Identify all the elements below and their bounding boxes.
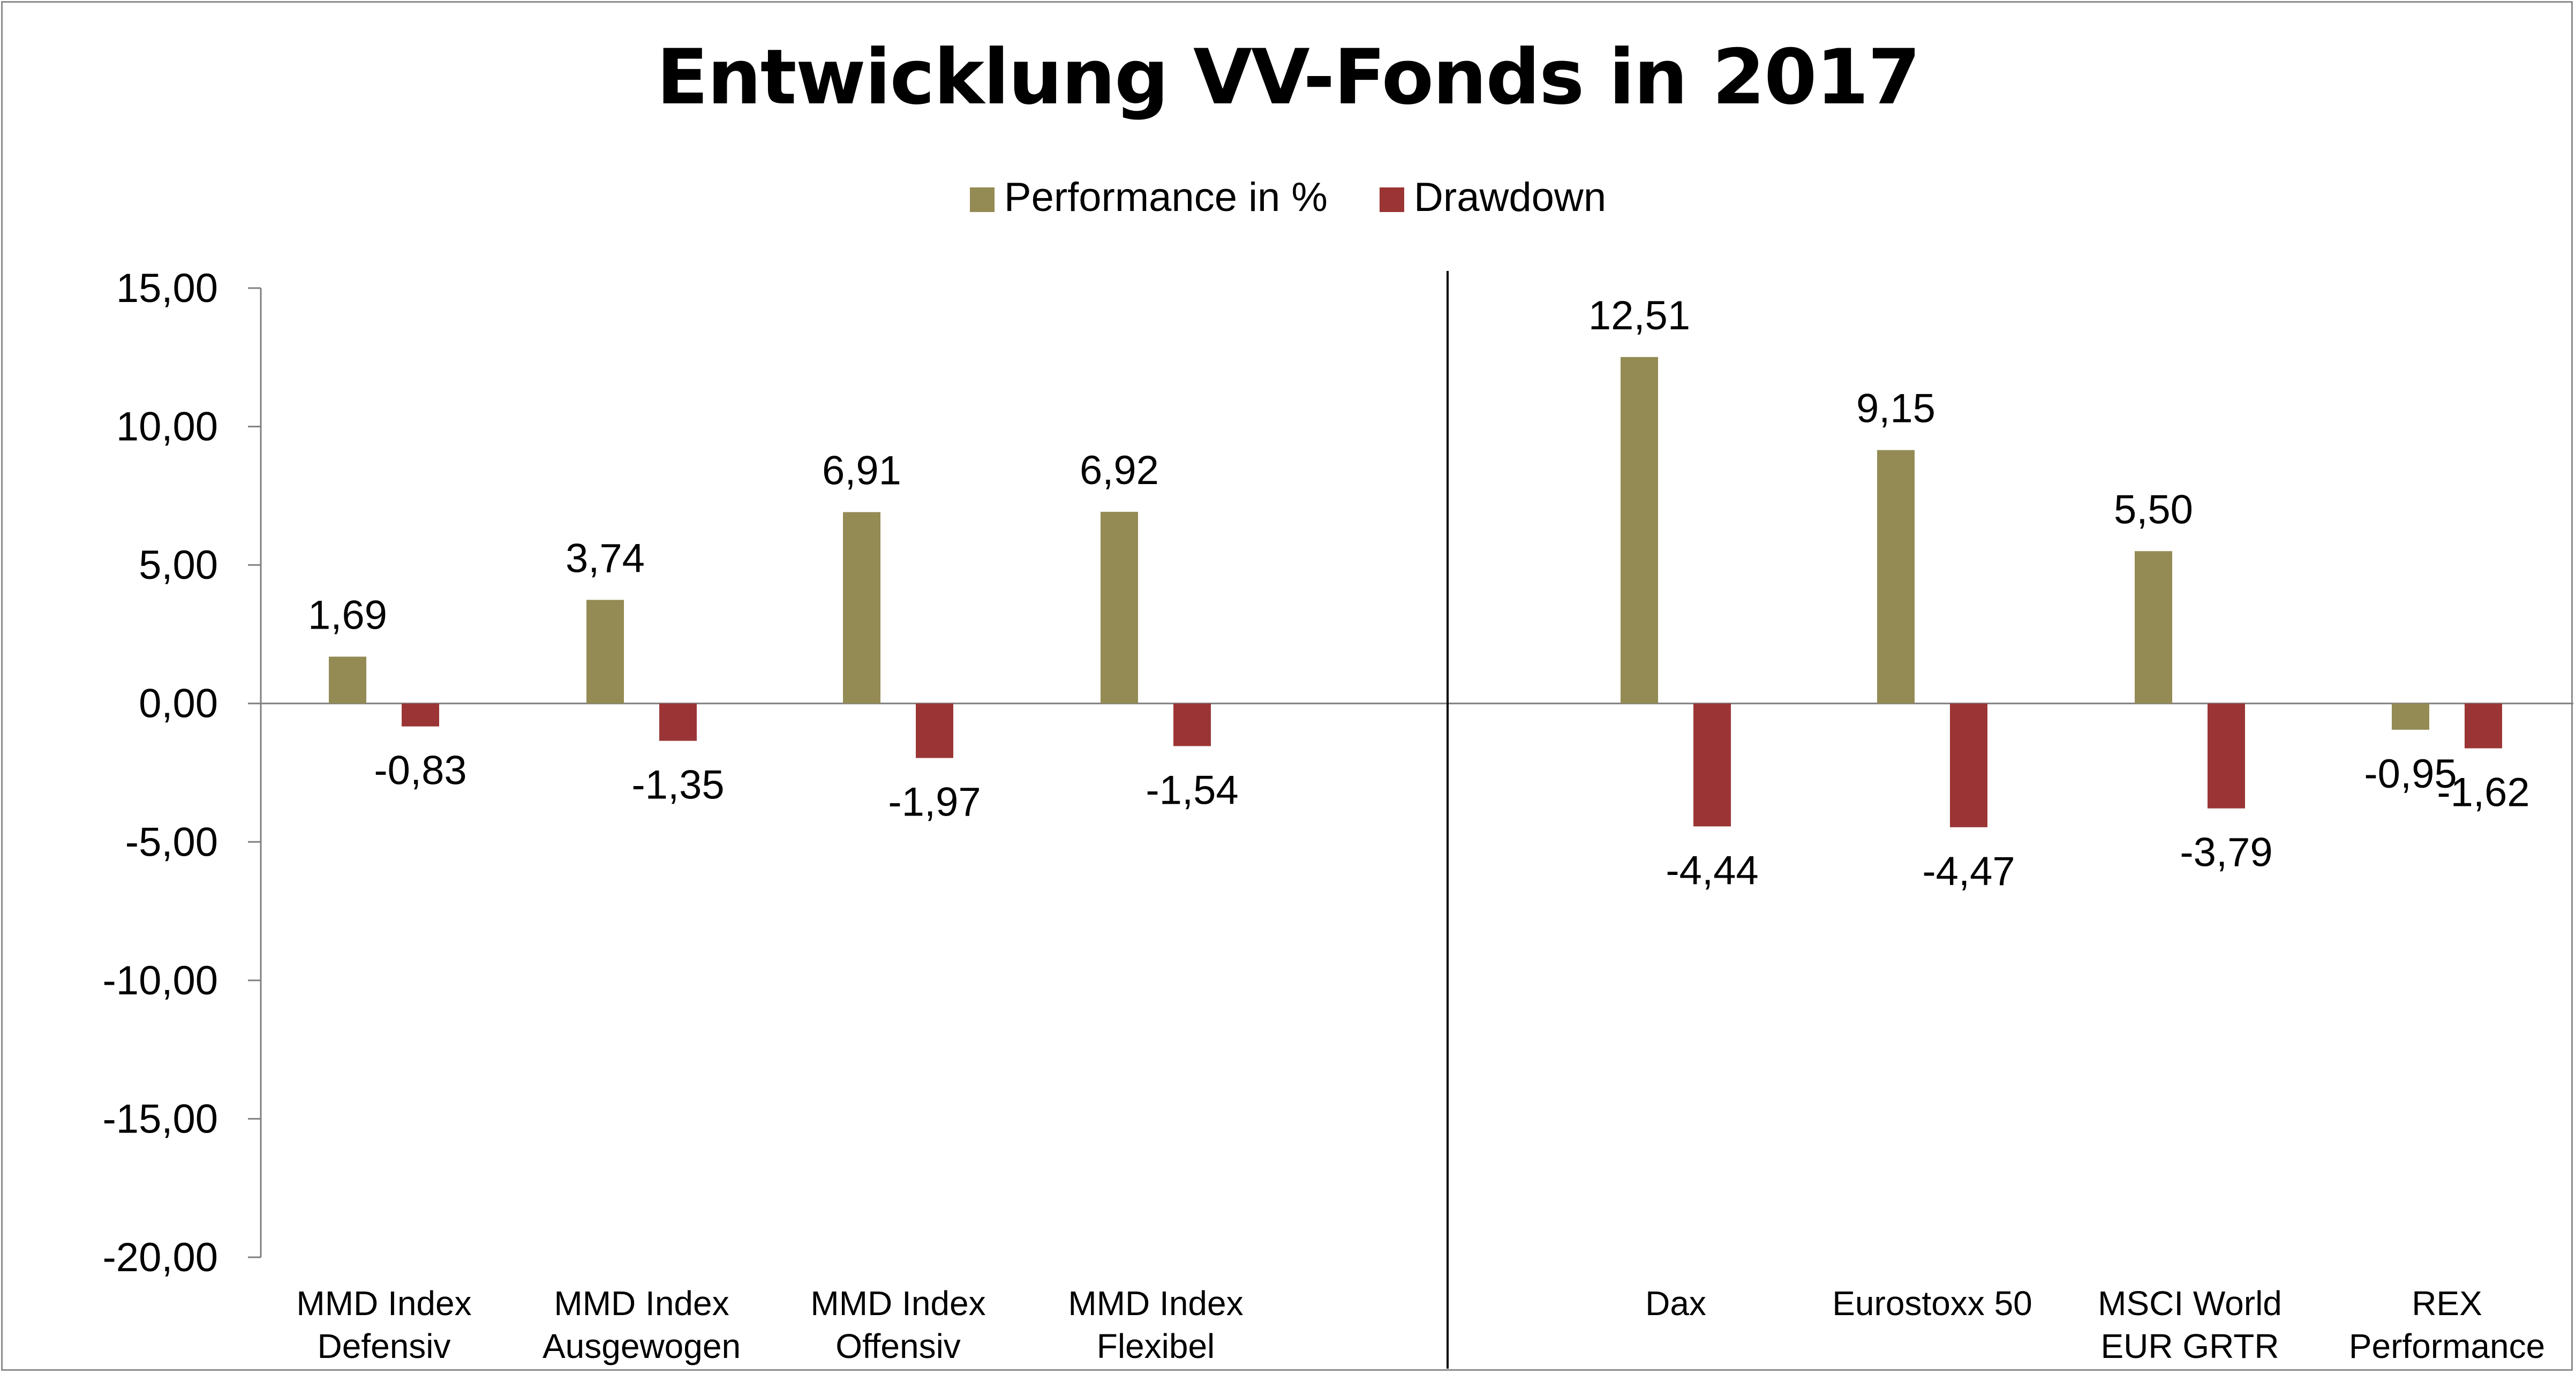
bar-performance bbox=[329, 656, 366, 704]
y-tick-label: -10,00 bbox=[103, 958, 219, 1003]
bar-performance bbox=[1101, 511, 1138, 704]
chart-title: Entwicklung VV-Fonds in 2017 bbox=[656, 33, 1921, 122]
bar-drawdown bbox=[659, 703, 697, 741]
data-label-drawdown: -0,83 bbox=[374, 748, 466, 794]
legend-label-performance: Performance in % bbox=[1004, 175, 1328, 220]
legend-swatch-performance bbox=[969, 187, 995, 212]
legend-item-performance: Performance in % bbox=[969, 174, 1328, 221]
bar-drawdown bbox=[1173, 703, 1211, 746]
y-tick-label: 5,00 bbox=[139, 542, 218, 588]
data-label-drawdown: -4,44 bbox=[1666, 848, 1758, 893]
y-tick-label: -5,00 bbox=[125, 819, 218, 865]
bar-drawdown bbox=[402, 703, 439, 727]
bar-performance bbox=[1877, 450, 1915, 704]
x-category-label: Offensiv bbox=[835, 1327, 961, 1365]
data-label-performance: 6,92 bbox=[1080, 448, 1159, 493]
data-label-drawdown: -1,97 bbox=[888, 780, 981, 825]
legend-swatch-drawdown bbox=[1380, 187, 1405, 212]
legend: Performance in % Drawdown bbox=[0, 174, 2576, 221]
x-category-label: MMD Index bbox=[554, 1284, 729, 1323]
bar-performance bbox=[1621, 357, 1658, 704]
data-label-drawdown: -4,47 bbox=[1922, 849, 2015, 894]
y-tick-label: 0,00 bbox=[139, 681, 218, 727]
data-label-performance: 6,91 bbox=[822, 448, 901, 493]
bar-performance bbox=[586, 600, 624, 704]
data-label-drawdown: -3,79 bbox=[2180, 830, 2272, 875]
x-category-label: Performance bbox=[2349, 1327, 2545, 1365]
legend-label-drawdown: Drawdown bbox=[1414, 175, 1607, 220]
x-category-label: Flexibel bbox=[1097, 1327, 1215, 1365]
bar-performance bbox=[2135, 551, 2172, 704]
data-label-performance: 5,50 bbox=[2114, 487, 2193, 532]
x-category-label: REX bbox=[2412, 1284, 2482, 1323]
data-label-performance: -0,95 bbox=[2364, 751, 2457, 797]
data-label-performance: 1,69 bbox=[308, 592, 387, 638]
bar-drawdown bbox=[1950, 703, 1987, 827]
x-category-label: MSCI World bbox=[2098, 1284, 2282, 1323]
bar-drawdown bbox=[1693, 703, 1731, 827]
x-category-label: MMD Index bbox=[810, 1284, 985, 1323]
bar-drawdown bbox=[916, 703, 953, 758]
bar-drawdown bbox=[2208, 703, 2245, 809]
x-category-label: Ausgewogen bbox=[543, 1327, 741, 1365]
x-category-label: Dax bbox=[1645, 1284, 1706, 1323]
bar-performance bbox=[843, 512, 880, 704]
data-label-drawdown: -1,54 bbox=[1146, 767, 1238, 813]
legend-item-drawdown: Drawdown bbox=[1380, 174, 1606, 221]
data-label-drawdown: -1,35 bbox=[631, 763, 724, 808]
data-label-performance: 12,51 bbox=[1588, 293, 1690, 338]
y-tick-label: -20,00 bbox=[103, 1235, 219, 1280]
x-category-label: MMD Index bbox=[1068, 1284, 1243, 1323]
y-tick-label: 15,00 bbox=[116, 266, 218, 311]
y-tick-label: -15,00 bbox=[103, 1096, 219, 1142]
data-label-performance: 9,15 bbox=[1856, 386, 1935, 432]
y-tick-label: 10,00 bbox=[116, 404, 218, 450]
x-category-label: Eurostoxx 50 bbox=[1832, 1284, 2032, 1323]
bar-drawdown bbox=[2465, 703, 2502, 749]
data-label-performance: 3,74 bbox=[566, 535, 645, 581]
data-label-drawdown: -1,62 bbox=[2437, 769, 2529, 815]
x-category-label: EUR GRTR bbox=[2100, 1327, 2279, 1365]
x-category-label: MMD Index bbox=[296, 1284, 471, 1323]
x-category-label: Defensiv bbox=[318, 1327, 451, 1365]
bar-performance bbox=[2392, 703, 2429, 730]
